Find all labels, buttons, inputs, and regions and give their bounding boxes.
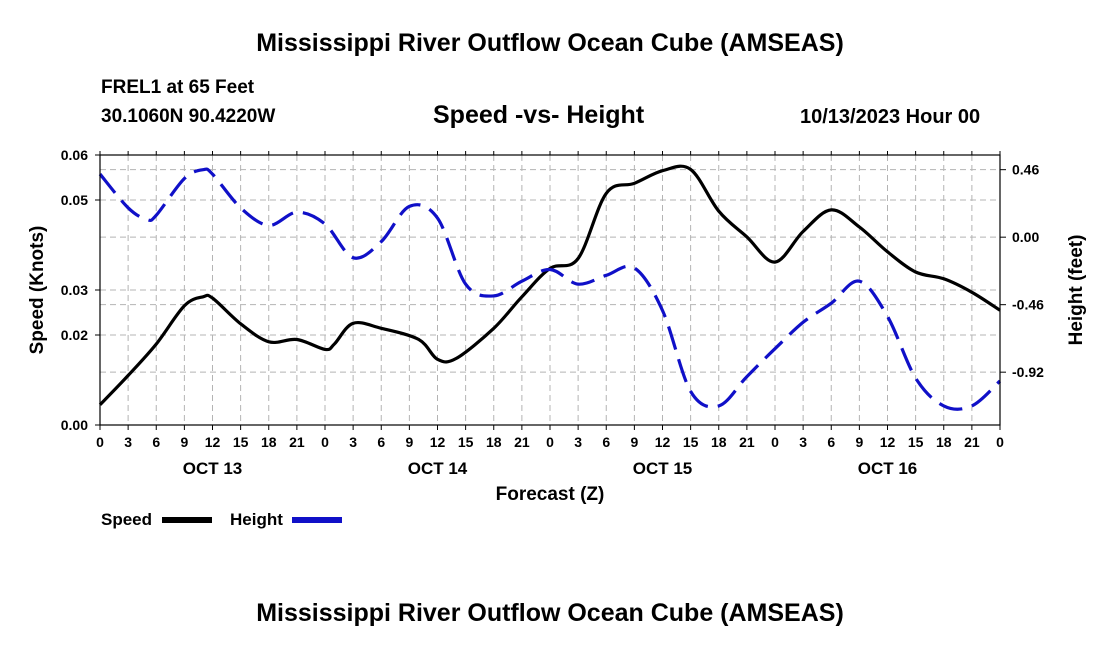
x-tick-label: 15 [908,434,924,450]
x-tick-label: 0 [546,434,554,450]
x-tick-label: 21 [514,434,530,450]
x-tick-label: 12 [655,434,671,450]
legend-label-speed: Speed [101,510,152,529]
coordinates-label: 30.1060N 90.4220W [101,106,276,127]
series-line-height [98,167,1002,411]
day-label: OCT 15 [633,459,693,478]
x-tick-label: 3 [349,434,357,450]
x-tick-label: 12 [205,434,221,450]
legend-label-height: Height [230,510,283,529]
day-label: OCT 14 [408,459,468,478]
y-tick-label: 0.02 [61,327,88,343]
series-lines [98,164,1002,411]
footer-title: Mississippi River Outflow Ocean Cube (AM… [256,599,844,627]
x-tick-label: 18 [486,434,502,450]
x-tick-label: 0 [321,434,329,450]
page-title: Mississippi River Outflow Ocean Cube (AM… [256,29,844,57]
x-tick-label: 9 [630,434,638,450]
y-tick-label: 0.03 [61,282,88,298]
legend: Speed Height [101,510,342,529]
x-tick-label: 0 [771,434,779,450]
x-tick-label: 0 [96,434,104,450]
x-axis-label: Forecast (Z) [496,484,605,505]
forecast-date: 10/13/2023 Hour 00 [800,106,981,128]
series-line-speed [98,164,1001,406]
x-tick-label: 9 [855,434,863,450]
x-tick-label: 21 [289,434,305,450]
x-tick-label: 18 [936,434,952,450]
x-tick-label: 6 [377,434,385,450]
axes: 0 3 6 9 12 15 18 21 0 3 6 9 12 15 18 21 0 3 6 9 12 15 18 21 0 3 6 9… [61,147,1044,478]
x-tick-label: 15 [683,434,699,450]
y2-axis-label: Height (feet) [1066,235,1087,346]
y2-tick-label: -0.92 [1012,364,1044,380]
x-tick-label: 9 [405,434,413,450]
chart-title: Speed -vs- Height [433,101,645,129]
x-tick-label: 15 [233,434,249,450]
y-tick-label: 0.06 [61,147,88,163]
x-tick-label: 3 [124,434,132,450]
x-tick-label: 12 [430,434,446,450]
grid-lines [100,155,1000,425]
x-tick-label: 18 [711,434,727,450]
y-axis-label: Speed (Knots) [27,226,48,355]
y-tick-label: 0.00 [61,417,88,433]
x-tick-label: 3 [574,434,582,450]
y2-tick-label: 0.46 [1012,162,1039,178]
x-tick-label: 6 [827,434,835,450]
x-tick-label: 21 [964,434,980,450]
y2-tick-label: 0.00 [1012,229,1039,245]
day-label: OCT 13 [183,459,243,478]
day-label: OCT 16 [858,459,918,478]
y2-tick-label: -0.46 [1012,297,1044,313]
x-tick-label: 21 [739,434,755,450]
x-tick-label: 18 [261,434,277,450]
x-tick-label: 12 [880,434,896,450]
x-tick-label: 0 [996,434,1004,450]
x-tick-label: 6 [152,434,160,450]
x-tick-label: 3 [799,434,807,450]
x-tick-label: 9 [180,434,188,450]
x-tick-label: 6 [602,434,610,450]
y-tick-label: 0.05 [61,192,88,208]
x-tick-label: 15 [458,434,474,450]
station-label: FREL1 at 65 Feet [101,77,255,98]
